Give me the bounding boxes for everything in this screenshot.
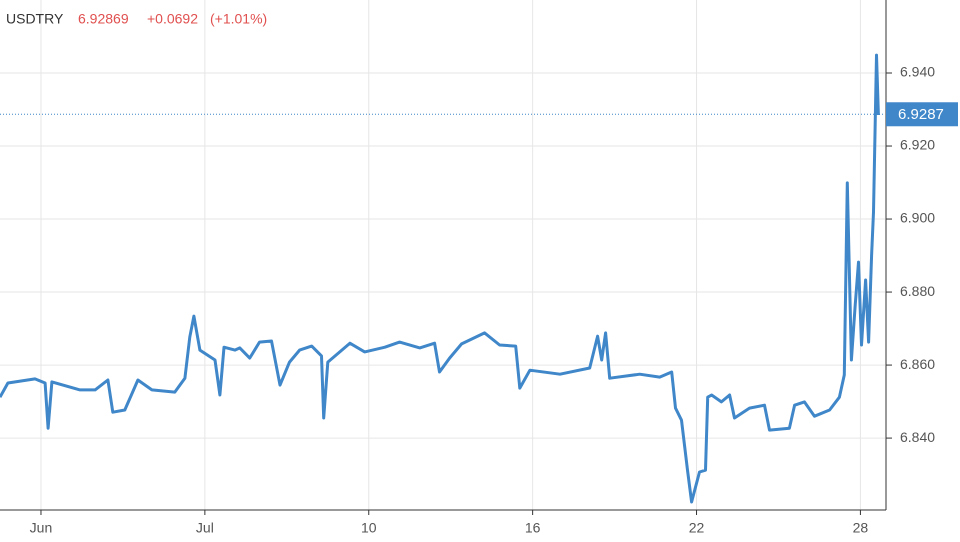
change-percent: (+1.01%) — [210, 11, 267, 27]
current-price-box — [886, 102, 958, 127]
change: +0.0692 — [147, 11, 198, 27]
x-tick-label: 16 — [525, 520, 541, 536]
current-price-label: 6.9287 — [898, 106, 944, 123]
y-tick-label: 6.920 — [900, 137, 935, 153]
symbol: USDTRY — [6, 11, 64, 27]
y-tick-label: 6.900 — [900, 210, 935, 226]
price-line — [0, 53, 880, 504]
x-tick-label: Jun — [30, 520, 53, 536]
y-tick-label: 6.840 — [900, 429, 935, 445]
x-tick-label: Jul — [196, 520, 214, 536]
y-tick-label: 6.880 — [900, 283, 935, 299]
y-tick-label: 6.940 — [900, 64, 935, 80]
x-tick-label: 10 — [361, 520, 377, 536]
y-tick-label: 6.860 — [900, 356, 935, 372]
x-tick-label: 28 — [853, 520, 869, 536]
x-tick-label: 22 — [689, 520, 705, 536]
last-price: 6.92869 — [78, 11, 129, 27]
